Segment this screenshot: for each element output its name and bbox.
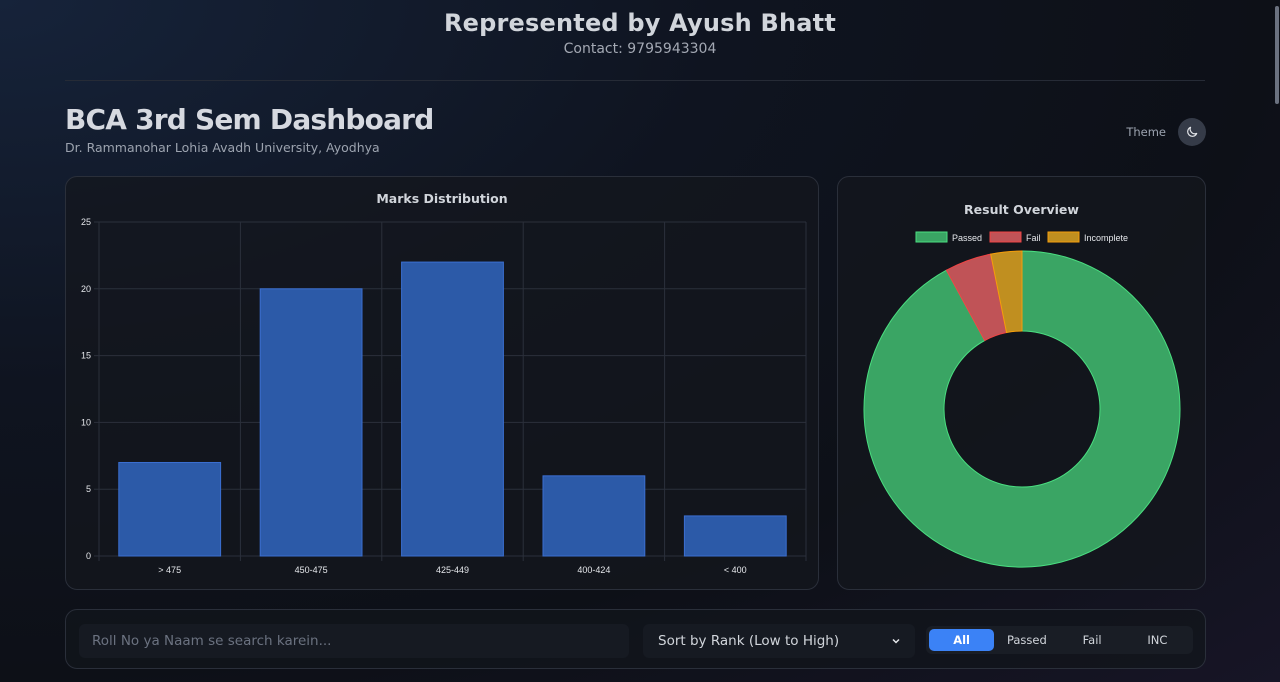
legend-label[interactable]: Passed	[952, 233, 982, 243]
slice-passed[interactable]	[863, 250, 1181, 568]
result-overview-chart[interactable]: Passed Fail Incomplete	[838, 177, 1207, 591]
y-tick-label: 15	[81, 351, 91, 361]
slice-incomplete[interactable]	[990, 250, 1023, 334]
y-tick-label: 5	[86, 484, 91, 494]
y-tick-label: 25	[81, 217, 91, 227]
bar-chart-title: Marks Distribution	[376, 191, 508, 206]
theme-toggle-button[interactable]	[1178, 118, 1206, 146]
page-subtitle: Dr. Rammanohar Lohia Avadh University, A…	[65, 140, 380, 155]
page-scrollbar[interactable]	[1274, 0, 1280, 682]
presenter-title: Represented by Ayush Bhatt	[443, 9, 837, 37]
pie-chart-title: Result Overview	[964, 202, 1079, 217]
status-filter-tabs: All Passed Fail INC	[926, 626, 1193, 654]
marks-distribution-card: Marks Distribution 0 5 10 15 20 25 > 475 450-47…	[65, 176, 819, 590]
dashboard-heading: BCA 3rd Sem Dashboard Dr. Rammanohar Loh…	[65, 103, 1206, 163]
x-tick-label: < 400	[724, 565, 747, 575]
bar-400-424[interactable]	[542, 475, 646, 557]
sort-select[interactable]: Sort by Rank (Low to High)	[643, 624, 915, 658]
result-overview-card: Result Overview Passed Fail Incomplete	[837, 176, 1206, 590]
page-title: BCA 3rd Sem Dashboard	[65, 103, 434, 136]
bar-425-449[interactable]	[401, 261, 504, 557]
moon-icon	[1187, 126, 1198, 137]
tab-all[interactable]: All	[929, 629, 995, 651]
bar-> 475[interactable]	[118, 461, 222, 557]
theme-label: Theme	[1126, 125, 1166, 139]
legend-label[interactable]: Fail	[1026, 233, 1041, 243]
sort-selected-label: Sort by Rank (Low to High)	[658, 633, 840, 649]
legend-swatch-incomplete[interactable]	[1047, 231, 1080, 243]
legend-swatch-passed[interactable]	[915, 231, 948, 243]
page-header: Represented by Ayush Bhatt Contact: 9795…	[0, 0, 1280, 80]
x-tick-label: 450-475	[295, 565, 328, 575]
header-divider	[65, 80, 1205, 81]
legend-swatch-fail[interactable]	[989, 231, 1022, 243]
x-tick-label: 425-449	[436, 565, 469, 575]
theme-control: Theme	[1126, 118, 1206, 146]
y-tick-label: 0	[86, 551, 91, 561]
chevron-down-icon	[892, 638, 900, 644]
x-tick-label: > 475	[158, 565, 181, 575]
tab-fail[interactable]: Fail	[1082, 633, 1102, 647]
contact-info: Contact: 9795943304	[563, 41, 717, 57]
y-tick-label: 20	[81, 284, 91, 294]
scrollbar-thumb[interactable]	[1275, 6, 1279, 104]
tab-inc[interactable]: INC	[1147, 633, 1168, 647]
search-input[interactable]	[79, 624, 629, 658]
bar-450-475[interactable]	[259, 288, 363, 557]
x-tick-label: 400-424	[577, 565, 610, 575]
y-tick-label: 10	[81, 417, 91, 427]
marks-distribution-chart[interactable]: 0 5 10 15 20 25 > 475 450-475 425-449 400-424 < 40…	[66, 177, 820, 591]
bar-< 400[interactable]	[683, 515, 787, 557]
legend-label[interactable]: Incomplete	[1084, 233, 1128, 243]
tab-passed[interactable]: Passed	[1006, 633, 1047, 647]
filter-bar: Sort by Rank (Low to High) All Passed Fa…	[65, 609, 1206, 669]
